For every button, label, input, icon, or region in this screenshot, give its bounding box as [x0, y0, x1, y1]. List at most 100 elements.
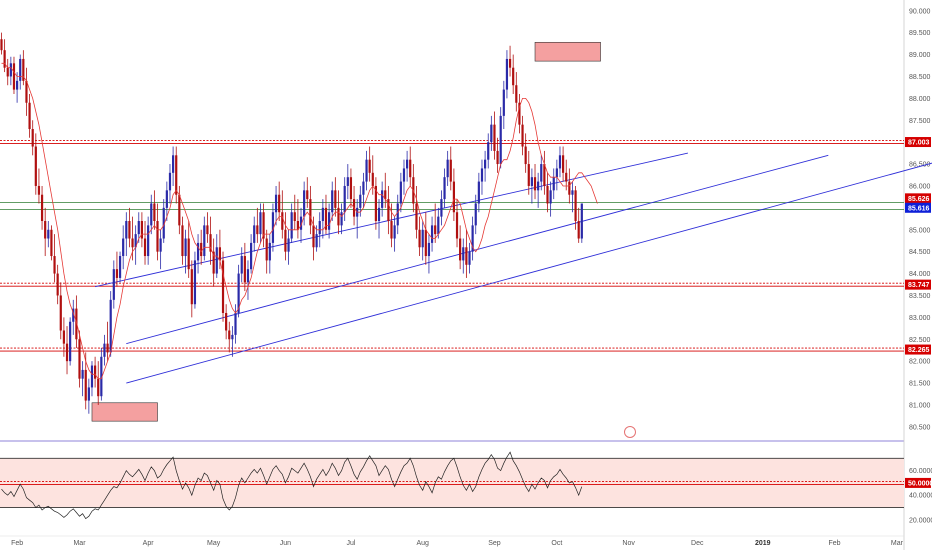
candle [446, 150, 449, 186]
candle-body [62, 330, 65, 344]
candle-body [19, 58, 22, 81]
candle [521, 115, 524, 156]
price-tick-label: 85.000 [909, 227, 931, 234]
candle [34, 133, 37, 195]
candle [427, 234, 431, 274]
candle [274, 185, 278, 226]
candle-body [349, 177, 353, 200]
candle [524, 133, 527, 173]
candle-body [253, 225, 256, 243]
candle-body [175, 155, 178, 195]
candle [250, 234, 253, 274]
candle-body [546, 185, 549, 204]
candle-body [56, 273, 59, 296]
candle [90, 361, 94, 397]
candle [384, 172, 387, 208]
candle [225, 304, 228, 340]
candle-body [318, 221, 321, 235]
rsi-tick-label: 60.0000 [909, 468, 932, 475]
candle [487, 133, 490, 169]
candle [203, 216, 206, 261]
price-flag-label: 85.626 [908, 196, 930, 203]
candle-body [246, 269, 250, 283]
candle [40, 185, 44, 230]
date-tick-label: Nov [622, 540, 635, 547]
candle [390, 203, 393, 248]
candle-body [281, 212, 284, 230]
candle [546, 172, 549, 213]
candle [112, 260, 115, 309]
price-tick-label: 80.500 [909, 424, 931, 431]
candle-body [315, 234, 318, 248]
rsi-midline-flag-bg [905, 477, 931, 488]
candle [118, 251, 122, 283]
moving-average-line [1, 62, 598, 380]
candle-body [250, 242, 253, 270]
candle [109, 291, 112, 357]
candle-body [490, 124, 493, 143]
candle [349, 168, 353, 208]
candle-body [134, 234, 137, 248]
candle-body [484, 159, 487, 169]
candle-body [343, 185, 346, 213]
candle-body [78, 339, 81, 379]
candle-body [321, 207, 324, 221]
candle [22, 50, 25, 86]
candle-body [487, 142, 490, 160]
candle [100, 348, 103, 401]
candle-body [278, 194, 281, 213]
candle-body [427, 242, 431, 257]
candle [303, 181, 306, 226]
candle [159, 229, 162, 270]
candle [128, 207, 131, 248]
candle-body [118, 256, 122, 278]
candle [296, 199, 299, 239]
candle [156, 203, 159, 261]
candle-body [309, 199, 312, 226]
candle [212, 238, 215, 287]
candle-body [515, 85, 518, 103]
candle [399, 172, 402, 213]
candle-body [424, 229, 427, 257]
candle [331, 181, 334, 221]
candle-body [268, 242, 271, 261]
candle [449, 146, 452, 191]
candle-body [306, 190, 309, 200]
date-tick-label: 2019 [755, 540, 771, 547]
candle [430, 216, 434, 252]
candle-body [368, 159, 371, 173]
candle [265, 229, 268, 274]
price-tick-label: 81.500 [909, 381, 931, 388]
candle-body [284, 229, 287, 252]
candle [365, 150, 368, 191]
candle [78, 330, 81, 388]
candle [140, 212, 143, 248]
candle [527, 150, 530, 195]
candle [209, 216, 212, 265]
candle-body [374, 185, 377, 221]
candle [490, 115, 493, 151]
candle [434, 203, 437, 243]
price-flag-bg [905, 344, 931, 355]
candle [502, 80, 505, 130]
candle [19, 54, 22, 90]
candle [53, 234, 56, 283]
candle-body [508, 58, 512, 68]
candle-body [430, 225, 434, 243]
candle [50, 225, 53, 261]
candle [309, 185, 312, 235]
candle [290, 203, 293, 243]
candle-body [381, 190, 384, 208]
candle [271, 203, 275, 252]
candle [409, 146, 412, 186]
candle [306, 177, 309, 208]
candle-body [231, 334, 234, 340]
candle-body [168, 172, 172, 191]
candle-body [103, 343, 106, 357]
candle-body [296, 221, 299, 230]
candle [396, 194, 399, 235]
candle [418, 216, 421, 257]
candle [231, 326, 234, 357]
candle-body [12, 63, 16, 90]
candle [493, 111, 496, 160]
